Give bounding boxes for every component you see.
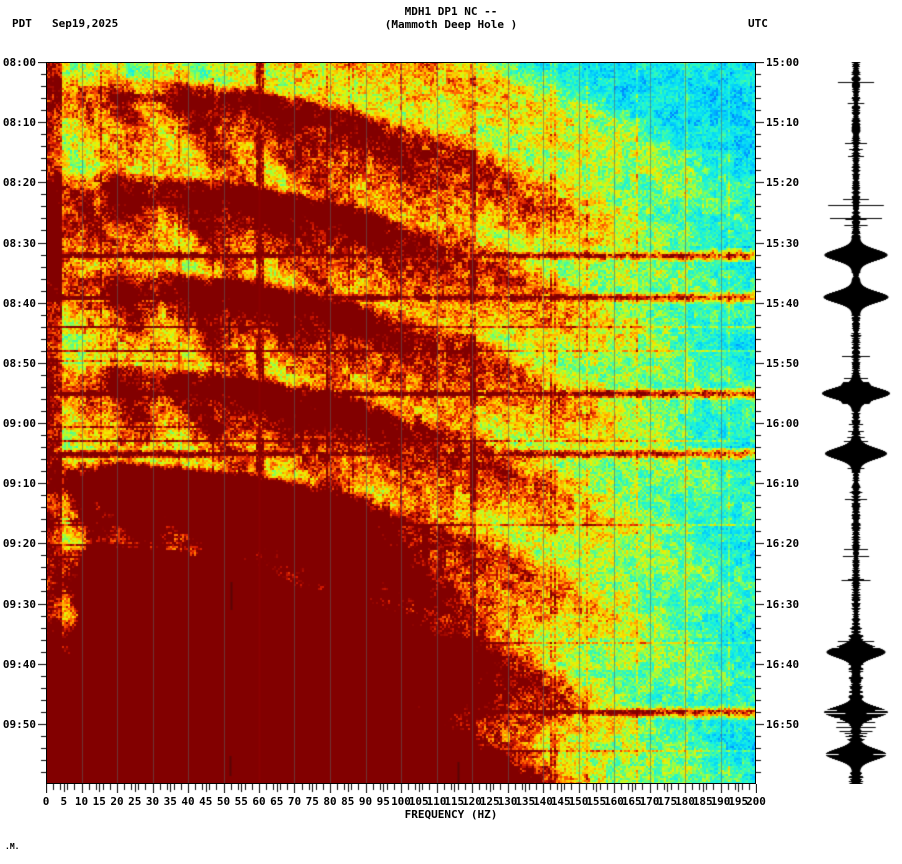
freq-tick-10: 10: [74, 795, 89, 808]
freq-tick-180: 180: [675, 795, 695, 808]
time-tick-right-3: 15:30: [766, 236, 800, 250]
freq-tick-190: 190: [710, 795, 731, 808]
freq-tick-90: 90: [358, 795, 373, 808]
freq-tick-195: 195: [728, 795, 749, 808]
header: PDT Sep19,2025 MDH1 DP1 NC -- (Mammoth D…: [0, 0, 902, 52]
freq-tick-135: 135: [515, 795, 536, 808]
freq-tick-85: 85: [341, 795, 355, 808]
frequency-axis-ticks: [46, 784, 757, 793]
time-tick-left-9: 09:30: [2, 597, 36, 611]
time-tick-left-8: 09:20: [2, 537, 36, 551]
time-tick-right-10: 16:40: [766, 657, 800, 671]
artifact-mark: .M.: [5, 842, 20, 851]
page-title: MDH1 DP1 NC --: [404, 5, 498, 18]
time-tick-right-11: 16:50: [766, 717, 800, 731]
freq-tick-50: 50: [216, 795, 231, 808]
freq-tick-55: 55: [234, 795, 248, 808]
time-tick-right-2: 15:20: [766, 176, 800, 190]
freq-tick-120: 120: [462, 795, 482, 808]
time-tick-left-6: 09:00: [2, 417, 36, 430]
freq-tick-160: 160: [604, 795, 624, 808]
time-axis-left-ticks: [38, 62, 46, 784]
timezone-label-right: UTC: [748, 17, 768, 30]
seismogram-canvas[interactable]: [820, 62, 892, 784]
freq-tick-145: 145: [550, 795, 571, 808]
freq-tick-155: 155: [586, 795, 607, 808]
freq-tick-75: 75: [305, 795, 319, 808]
freq-tick-175: 175: [657, 795, 678, 808]
date-label: Sep19,2025: [52, 17, 119, 30]
freq-tick-35: 35: [163, 795, 177, 808]
freq-tick-185: 185: [692, 795, 713, 808]
time-tick-left-4: 08:40: [2, 296, 36, 310]
freq-tick-170: 170: [639, 795, 660, 808]
time-tick-right-9: 16:30: [766, 597, 800, 611]
time-tick-left-1: 08:10: [2, 116, 36, 130]
freq-tick-110: 110: [426, 795, 447, 808]
freq-tick-100: 100: [391, 795, 411, 808]
spectrogram-canvas[interactable]: [46, 62, 756, 784]
freq-tick-130: 130: [497, 795, 518, 808]
time-tick-right-8: 16:20: [766, 537, 800, 551]
freq-tick-150: 150: [568, 795, 589, 808]
time-tick-right-0: 15:00: [766, 56, 800, 69]
time-tick-left-3: 08:30: [2, 236, 36, 250]
freq-tick-165: 165: [621, 795, 642, 808]
time-tick-right-7: 16:10: [766, 477, 800, 491]
freq-tick-115: 115: [444, 795, 465, 808]
freq-tick-20: 20: [110, 795, 124, 808]
freq-tick-45: 45: [199, 795, 213, 808]
freq-tick-200: 200: [746, 795, 766, 808]
freq-tick-15: 15: [92, 795, 106, 808]
page-subtitle: (Mammoth Deep Hole ): [384, 18, 518, 31]
seismogram-panel[interactable]: [820, 62, 892, 784]
freq-tick-95: 95: [376, 795, 390, 808]
time-tick-left-0: 08:00: [2, 56, 36, 69]
time-tick-right-5: 15:50: [766, 356, 800, 370]
time-axis-right-ticks: [756, 62, 764, 784]
freq-tick-70: 70: [287, 795, 302, 808]
time-tick-right-4: 15:40: [766, 296, 800, 310]
time-tick-left-7: 09:10: [2, 477, 36, 491]
freq-tick-125: 125: [479, 795, 500, 808]
freq-tick-25: 25: [128, 795, 142, 808]
spectrogram-plot[interactable]: [46, 62, 756, 784]
time-tick-left-10: 09:40: [2, 657, 36, 671]
freq-tick-65: 65: [270, 795, 284, 808]
freq-tick-105: 105: [408, 795, 429, 808]
freq-tick-30: 30: [145, 795, 160, 808]
time-tick-right-6: 16:00: [766, 417, 800, 430]
freq-tick-80: 80: [323, 795, 337, 808]
freq-tick-40: 40: [181, 795, 195, 808]
xaxis-title: FREQUENCY (HZ): [404, 808, 498, 821]
freq-tick-5: 5: [60, 795, 68, 808]
freq-tick-0: 0: [42, 795, 50, 808]
time-tick-left-2: 08:20: [2, 176, 36, 190]
timezone-label-left: PDT: [12, 17, 32, 30]
time-tick-left-5: 08:50: [2, 356, 36, 370]
time-tick-right-1: 15:10: [766, 116, 800, 130]
freq-tick-60: 60: [252, 795, 266, 808]
time-tick-left-11: 09:50: [2, 717, 36, 731]
freq-tick-140: 140: [533, 795, 553, 808]
